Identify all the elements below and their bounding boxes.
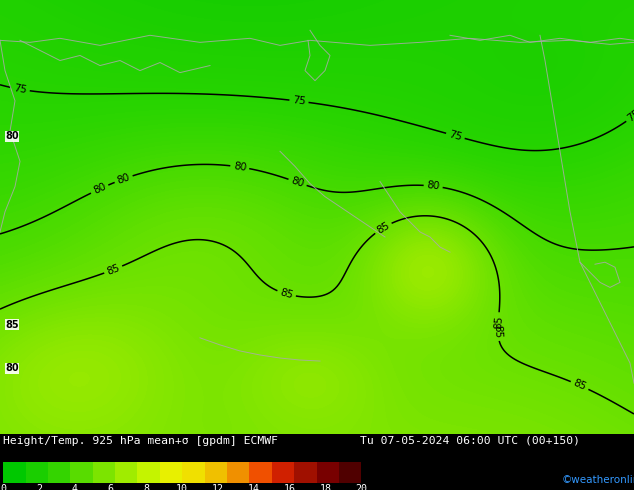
- Text: 85: 85: [493, 325, 503, 338]
- Text: 8: 8: [143, 484, 150, 490]
- Text: 80: 80: [426, 180, 440, 192]
- Text: 80: 80: [233, 161, 247, 173]
- Text: Tu 07-05-2024 06:00 UTC (00+150): Tu 07-05-2024 06:00 UTC (00+150): [360, 436, 580, 446]
- Text: Height/Temp. 925 hPa mean+σ [gpdm] ECMWF: Height/Temp. 925 hPa mean+σ [gpdm] ECMWF: [3, 436, 278, 446]
- Text: 18: 18: [320, 484, 332, 490]
- Text: 85: 85: [279, 287, 294, 300]
- Text: 4: 4: [72, 484, 78, 490]
- Text: 10: 10: [176, 484, 188, 490]
- Text: 85: 85: [493, 315, 504, 329]
- Text: 16: 16: [284, 484, 295, 490]
- Text: 85: 85: [105, 263, 121, 277]
- Text: 6: 6: [108, 484, 113, 490]
- Text: ©weatheronline.co.uk: ©weatheronline.co.uk: [562, 475, 634, 485]
- Text: 14: 14: [248, 484, 260, 490]
- Text: 80: 80: [91, 182, 108, 196]
- Text: 75: 75: [13, 83, 28, 96]
- Text: 85: 85: [5, 320, 19, 330]
- Text: 75: 75: [292, 96, 306, 107]
- Text: 80: 80: [115, 172, 131, 186]
- Text: 20: 20: [356, 484, 367, 490]
- Text: 0: 0: [0, 484, 6, 490]
- Text: 80: 80: [5, 363, 19, 373]
- Text: 2: 2: [36, 484, 42, 490]
- Text: 85: 85: [375, 220, 391, 236]
- Text: 12: 12: [212, 484, 224, 490]
- Text: 80: 80: [5, 131, 19, 141]
- Text: 80: 80: [290, 175, 306, 189]
- Text: 85: 85: [571, 378, 588, 392]
- Text: 75: 75: [448, 129, 463, 143]
- Text: 75: 75: [626, 108, 634, 123]
